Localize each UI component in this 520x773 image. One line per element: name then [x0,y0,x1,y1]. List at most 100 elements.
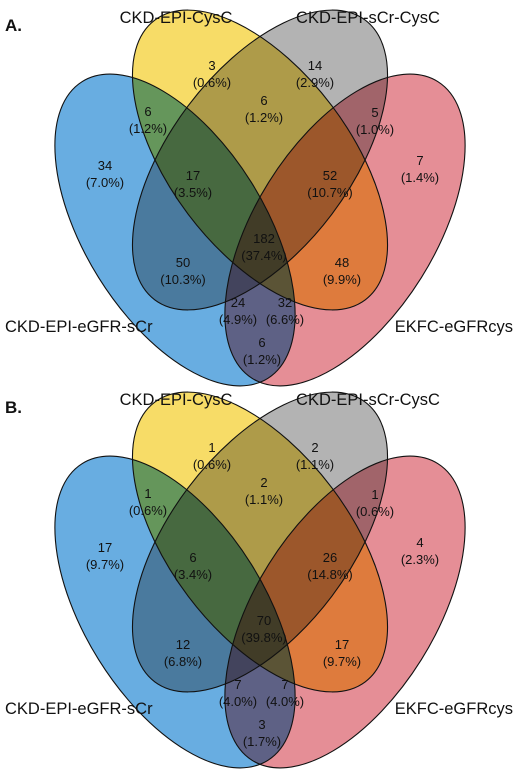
set-fills [54,10,466,386]
region-count: 2 [260,475,267,490]
region-count: 17 [186,168,200,183]
region-percent: (0.6%) [193,75,231,90]
set-label-ckd-epi-scr-cysc: CKD-EPI-sCr-CysC [296,9,440,27]
set-ckd-epi-scr-cysc-ellipse [132,10,388,310]
region-percent: (6.8%) [164,654,202,669]
region-percent: (9.7%) [323,654,361,669]
region-count: 26 [323,550,337,565]
region-count: 7 [234,677,241,692]
region-count: 3 [258,717,265,732]
region-only-ekfc: 4 (2.3%) [401,535,439,567]
region-scr-scrcysc: 50 (10.3%) [160,255,206,287]
set-label-ekfc-egfrcys: EKFC-eGFRcys [395,318,513,336]
region-cysc-scrcysc: 2 (1.1%) [245,475,283,507]
region-percent: (1.0%) [356,122,394,137]
region-cysc-scrcysc-ekfc: 52 (10.7%) [307,168,353,200]
region-percent: (39.8%) [241,630,287,645]
region-count: 52 [323,168,337,183]
region-percent: (1.2%) [243,352,281,367]
region-percent: (7.0%) [86,175,124,190]
region-count: 182 [253,231,275,246]
region-only-cysc: 1 (0.6%) [193,440,231,472]
region-only-scrcysc: 2 (1.1%) [296,440,334,472]
region-count: 2 [311,440,318,455]
region-percent: (9.7%) [86,557,124,572]
region-cysc-ekfc: 48 (9.9%) [323,255,361,287]
venn-panel-a: A. CKD-EPI-eGFR-sCr CKD-EPI-CysC CKD-EPI-sC… [5,9,513,387]
set-label-ckd-epi-egfr-scr: CKD-EPI-eGFR-sCr [5,318,153,336]
region-scr-cysc: 1 (0.6%) [129,486,167,518]
panel-letter: A. [5,16,22,35]
region-scr-ekfc: 6 (1.2%) [243,335,281,367]
set-ckd-epi-scr-cysc-outline [131,391,389,693]
region-only-scrcysc: 14 (2.9%) [296,58,334,90]
set-ckd-epi-egfr-scr-outline [54,73,296,387]
region-count: 17 [335,637,349,652]
set-ekfc-egfrcys-outline [224,455,466,769]
region-cysc-scrcysc-ekfc: 26 (14.8%) [307,550,353,582]
set-outlines [54,9,466,387]
region-count: 1 [208,440,215,455]
region-count: 6 [260,93,267,108]
set-label-ekfc-egfrcys: EKFC-eGFRcys [395,700,513,718]
region-percent: (1.1%) [245,492,283,507]
region-percent: (1.2%) [245,110,283,125]
region-percent: (10.7%) [307,185,353,200]
set-ekfc-egfrcys-outline [224,73,466,387]
region-percent: (10.3%) [160,272,206,287]
region-scr-ekfc: 3 (1.7%) [243,717,281,749]
region-count: 14 [308,58,322,73]
region-count: 6 [258,335,265,350]
region-only-scr: 17 (9.7%) [86,540,124,572]
set-label-ckd-epi-egfr-scr: CKD-EPI-eGFR-sCr [5,700,153,718]
region-count: 1 [371,487,378,502]
region-all-four: 182 (37.4%) [241,231,287,263]
region-percent: (4.0%) [266,694,304,709]
region-scr-cysc: 6 (1.2%) [129,104,167,136]
region-percent: (1.7%) [243,734,281,749]
set-label-ckd-epi-cysc: CKD-EPI-CysC [120,9,233,27]
region-count: 70 [257,613,271,628]
region-percent: (37.4%) [241,248,287,263]
set-ckd-epi-scr-cysc-ellipse [132,392,388,692]
region-count: 17 [98,540,112,555]
region-percent: (6.6%) [266,312,304,327]
region-percent: (2.3%) [401,552,439,567]
region-count: 6 [144,104,151,119]
region-only-cysc: 3 (0.6%) [193,58,231,90]
region-percent: (4.9%) [219,312,257,327]
set-label-ckd-epi-cysc: CKD-EPI-CysC [120,391,233,409]
region-count: 50 [176,255,190,270]
region-percent: (1.1%) [296,457,334,472]
region-count: 3 [208,58,215,73]
region-scrcysc-ekfc: 1 (0.6%) [356,487,394,519]
region-scr-cysc-scrcysc: 6 (3.4%) [174,550,212,582]
region-count: 24 [231,295,245,310]
region-all-four: 70 (39.8%) [241,613,287,645]
region-count: 12 [176,637,190,652]
set-ekfc-egfrcys-ellipse [224,74,466,386]
region-count: 34 [98,158,112,173]
region-count: 6 [189,550,196,565]
region-count: 4 [416,535,423,550]
set-ckd-epi-cysc-outline [131,391,389,693]
region-percent: (1.4%) [401,170,439,185]
set-ekfc-egfrcys-ellipse [224,456,466,768]
region-cysc-ekfc: 17 (9.7%) [323,637,361,669]
region-count: 32 [278,295,292,310]
set-outlines [54,391,466,769]
region-scr-scrcysc-ekfc: 7 (4.0%) [219,677,257,709]
region-count: 5 [371,105,378,120]
set-label-ckd-epi-scr-cysc: CKD-EPI-sCr-CysC [296,391,440,409]
region-cysc-scrcysc: 6 (1.2%) [245,93,283,125]
region-percent: (3.4%) [174,567,212,582]
region-percent: (0.6%) [356,504,394,519]
set-fills [54,392,466,768]
set-ckd-epi-egfr-scr-outline [54,455,296,769]
region-scr-cysc-scrcysc: 17 (3.5%) [174,168,212,200]
set-ckd-epi-scr-cysc-outline [131,9,389,311]
region-count: 7 [416,153,423,168]
region-percent: (0.6%) [129,503,167,518]
region-scr-cysc-ekfc: 7 (4.0%) [266,677,304,709]
